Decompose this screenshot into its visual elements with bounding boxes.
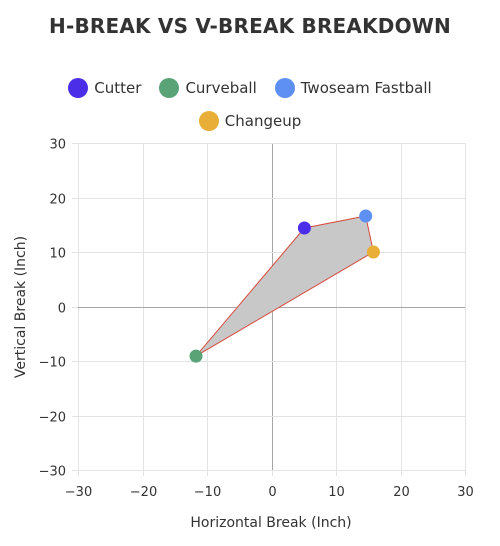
y-tick-label: −10 bbox=[39, 356, 66, 371]
y-tick-label: 30 bbox=[49, 138, 66, 153]
legend-marker-cutter bbox=[68, 78, 89, 98]
legend-label-cutter: Cutter bbox=[94, 79, 142, 97]
x-tick-label: 20 bbox=[393, 485, 410, 500]
x-tick-label: 10 bbox=[328, 485, 345, 500]
point-cutter[interactable] bbox=[297, 221, 311, 235]
legend-item-twoseam-fastball[interactable]: Twoseam Fastball bbox=[274, 78, 432, 98]
tick-labels: −30 −20 −10 0 10 20 30 −30 −20 −10 0 10 20 30 bbox=[39, 138, 474, 501]
legend-item-curveball[interactable]: Curveball bbox=[159, 78, 257, 98]
x-axis-label: Horizontal Break (Inch) bbox=[190, 515, 351, 531]
legend-label-curveball: Curveball bbox=[185, 79, 257, 97]
y-axis-label: Vertical Break (Inch) bbox=[13, 236, 29, 378]
legend-marker-curveball bbox=[159, 78, 180, 98]
x-tick-label: −10 bbox=[194, 485, 221, 500]
chart-title: H-BREAK VS V-BREAK BREAKDOWN bbox=[49, 14, 451, 38]
y-tick-label: 10 bbox=[49, 247, 66, 262]
point-changeup[interactable] bbox=[366, 245, 380, 259]
hull-polygon bbox=[195, 215, 374, 357]
x-tick-label: −30 bbox=[65, 485, 92, 500]
point-twoseam-fastball[interactable] bbox=[359, 209, 373, 223]
legend-marker-changeup bbox=[198, 111, 219, 131]
y-tick-label: −30 bbox=[39, 465, 66, 480]
y-tick-label: −20 bbox=[39, 411, 66, 426]
legend-label-twoseam-fastball: Twoseam Fastball bbox=[300, 79, 432, 97]
y-tick-label: 20 bbox=[49, 193, 66, 208]
legend-marker-twoseam-fastball bbox=[274, 78, 295, 98]
x-tick-label: 0 bbox=[268, 485, 276, 500]
points-layer bbox=[189, 209, 380, 363]
legend: Cutter Curveball Twoseam Fastball Change… bbox=[0, 78, 500, 138]
x-tick-label: 30 bbox=[457, 485, 474, 500]
x-tick-label: −20 bbox=[130, 485, 157, 500]
hull-layer bbox=[195, 215, 374, 357]
legend-row: Cutter Curveball Twoseam Fastball bbox=[0, 78, 500, 98]
legend-label-changeup: Changeup bbox=[224, 112, 302, 130]
legend-item-cutter[interactable]: Cutter bbox=[68, 78, 141, 98]
legend-item-changeup[interactable]: Changeup bbox=[198, 111, 302, 131]
point-curveball[interactable] bbox=[189, 349, 203, 363]
y-tick-label: 0 bbox=[58, 302, 66, 317]
legend-row: Changeup bbox=[0, 111, 500, 131]
